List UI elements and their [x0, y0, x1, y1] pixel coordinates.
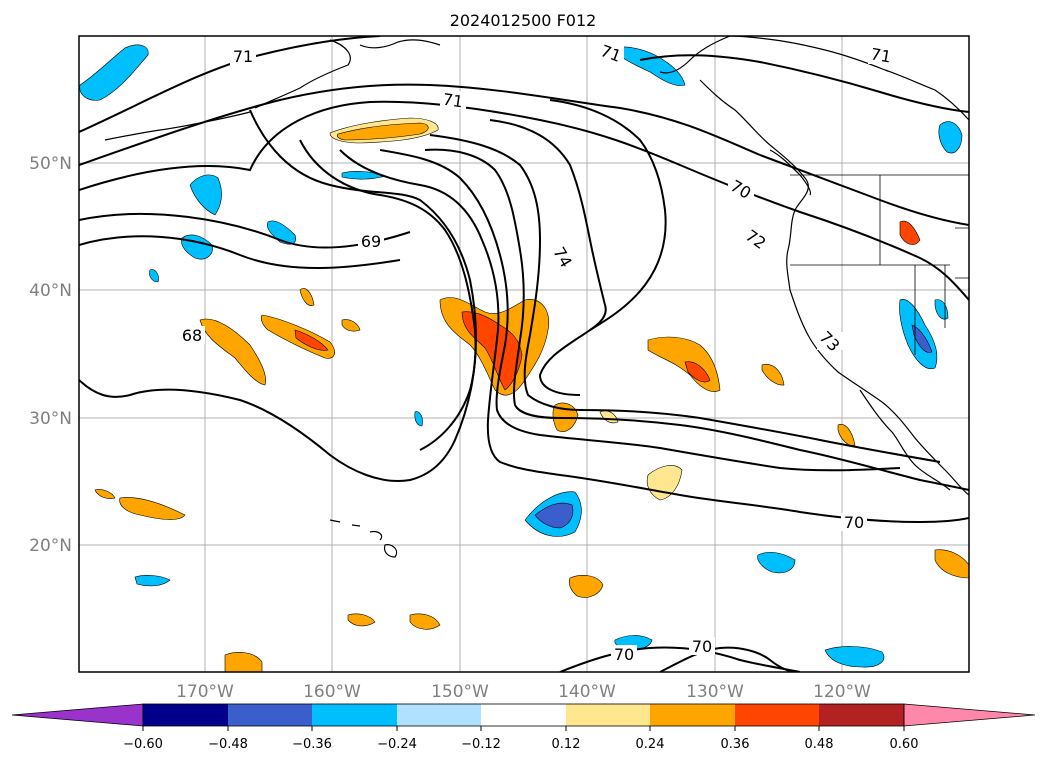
colorbar-segment — [481, 704, 566, 726]
positive-patch — [347, 613, 376, 627]
lon-label-120w: 120°W — [813, 682, 871, 702]
contour-line — [549, 99, 667, 331]
contour-line — [489, 119, 607, 396]
positive-patch — [568, 575, 604, 598]
contour-label: 70 — [844, 513, 864, 532]
positive-patch — [294, 329, 329, 351]
contour-line — [429, 134, 941, 463]
positive-patch — [684, 361, 711, 383]
lon-label-140w: 140°W — [558, 682, 616, 702]
contour-label: 70 — [614, 645, 634, 664]
positive-patch — [409, 613, 441, 630]
positive-patch — [224, 652, 263, 672]
contour-line — [379, 149, 901, 472]
contour-line — [639, 54, 969, 113]
colorbar-segment — [650, 704, 735, 726]
contour-line — [339, 149, 969, 524]
height-contours — [79, 36, 969, 672]
contour-line — [249, 109, 477, 451]
positive-patch — [899, 220, 921, 245]
lat-label-30n: 30°N — [29, 409, 72, 429]
longitude-labels: 170°W 160°W 150°W 140°W 130°W 120°W — [176, 682, 871, 702]
negative-patch — [149, 269, 159, 283]
colorbar-tick-label: −0.48 — [208, 737, 248, 752]
contour-line — [559, 646, 801, 672]
lat-label-20n: 20°N — [29, 536, 72, 556]
negative-patch — [134, 575, 171, 587]
baja-coast — [859, 389, 951, 491]
colorbar-tick-label: 0.36 — [721, 737, 750, 752]
negative-patch — [79, 44, 149, 101]
contour-label: 70 — [692, 637, 712, 656]
contour-label: 71 — [869, 44, 892, 66]
lon-label-130w: 130°W — [686, 682, 744, 702]
contour-label: 69 — [361, 232, 381, 251]
colorbar-extension-high — [903, 703, 1036, 727]
colorbar: −0.60 −0.48 −0.36 −0.24 −0.12 0.12 0.24 … — [11, 703, 1036, 752]
colorbar-tick-label: 0.24 — [636, 737, 665, 752]
positive-patch — [336, 122, 429, 141]
negative-patch — [414, 411, 423, 427]
lon-label-150w: 150°W — [431, 682, 489, 702]
negative-patch — [824, 646, 885, 668]
negative-patch — [938, 121, 963, 154]
colorbar-extension-low — [11, 703, 144, 727]
contour-line — [79, 83, 969, 226]
map-frame — [78, 35, 970, 673]
colorbar-tick-label: 0.60 — [890, 737, 919, 752]
colorbar-segment — [312, 704, 397, 726]
positive-patch — [761, 364, 785, 386]
negative-patch — [609, 46, 686, 86]
contour-line — [424, 148, 969, 491]
lat-label-40n: 40°N — [29, 281, 72, 301]
political-borders — [790, 174, 969, 355]
colorbar-tick-label: −0.12 — [461, 737, 501, 752]
contour-labels: 71 71 71 71 70 72 69 74 68 73 70 70 70 — [179, 41, 894, 664]
colorbar-tick-label: 0.48 — [805, 737, 834, 752]
contour-line — [79, 100, 969, 301]
alaska-coast — [254, 39, 441, 109]
state-border — [955, 227, 969, 279]
lon-label-170w: 170°W — [176, 682, 234, 702]
contour-label: 71 — [233, 47, 253, 66]
hawaii-islands — [329, 519, 398, 558]
north-america-coast — [659, 36, 969, 496]
colorbar-segment — [566, 704, 650, 726]
lon-label-160w: 160°W — [303, 682, 361, 702]
colorbar-frame — [142, 703, 905, 727]
positive-patch — [299, 288, 315, 306]
positive-patch — [119, 497, 186, 520]
lat-label-50n: 50°N — [29, 154, 72, 174]
colorbar-segment — [143, 704, 228, 726]
colorbar-tick-label: −0.36 — [292, 737, 332, 752]
negative-patch — [534, 502, 574, 529]
contour-label: 71 — [442, 90, 465, 112]
colorbar-tick-label: −0.24 — [377, 737, 417, 752]
colorbar-tick-label: −0.60 — [123, 737, 163, 752]
contour-line — [79, 139, 477, 482]
positive-patch — [94, 489, 116, 499]
coastlines — [104, 36, 969, 558]
positive-patch — [199, 318, 266, 386]
contour-label: 68 — [182, 326, 202, 345]
map-title: 2024012500 F012 — [450, 11, 597, 30]
negative-patch — [189, 174, 222, 216]
colorbar-segment — [397, 704, 481, 726]
aleutian-islands — [104, 111, 251, 141]
negative-patch — [911, 324, 933, 353]
colorbar-ticks — [142, 726, 905, 731]
colorbar-tick-label: 0.12 — [552, 737, 581, 752]
colorbar-segment — [819, 704, 904, 726]
negative-patch — [757, 551, 796, 574]
positive-patch — [934, 549, 969, 579]
colorbar-segment — [228, 704, 312, 726]
colorbar-segment — [735, 704, 819, 726]
latitude-labels: 50°N 40°N 30°N 20°N — [29, 154, 72, 556]
positive-patch — [837, 424, 856, 446]
positive-patch — [341, 319, 361, 332]
contour-line — [659, 646, 796, 672]
